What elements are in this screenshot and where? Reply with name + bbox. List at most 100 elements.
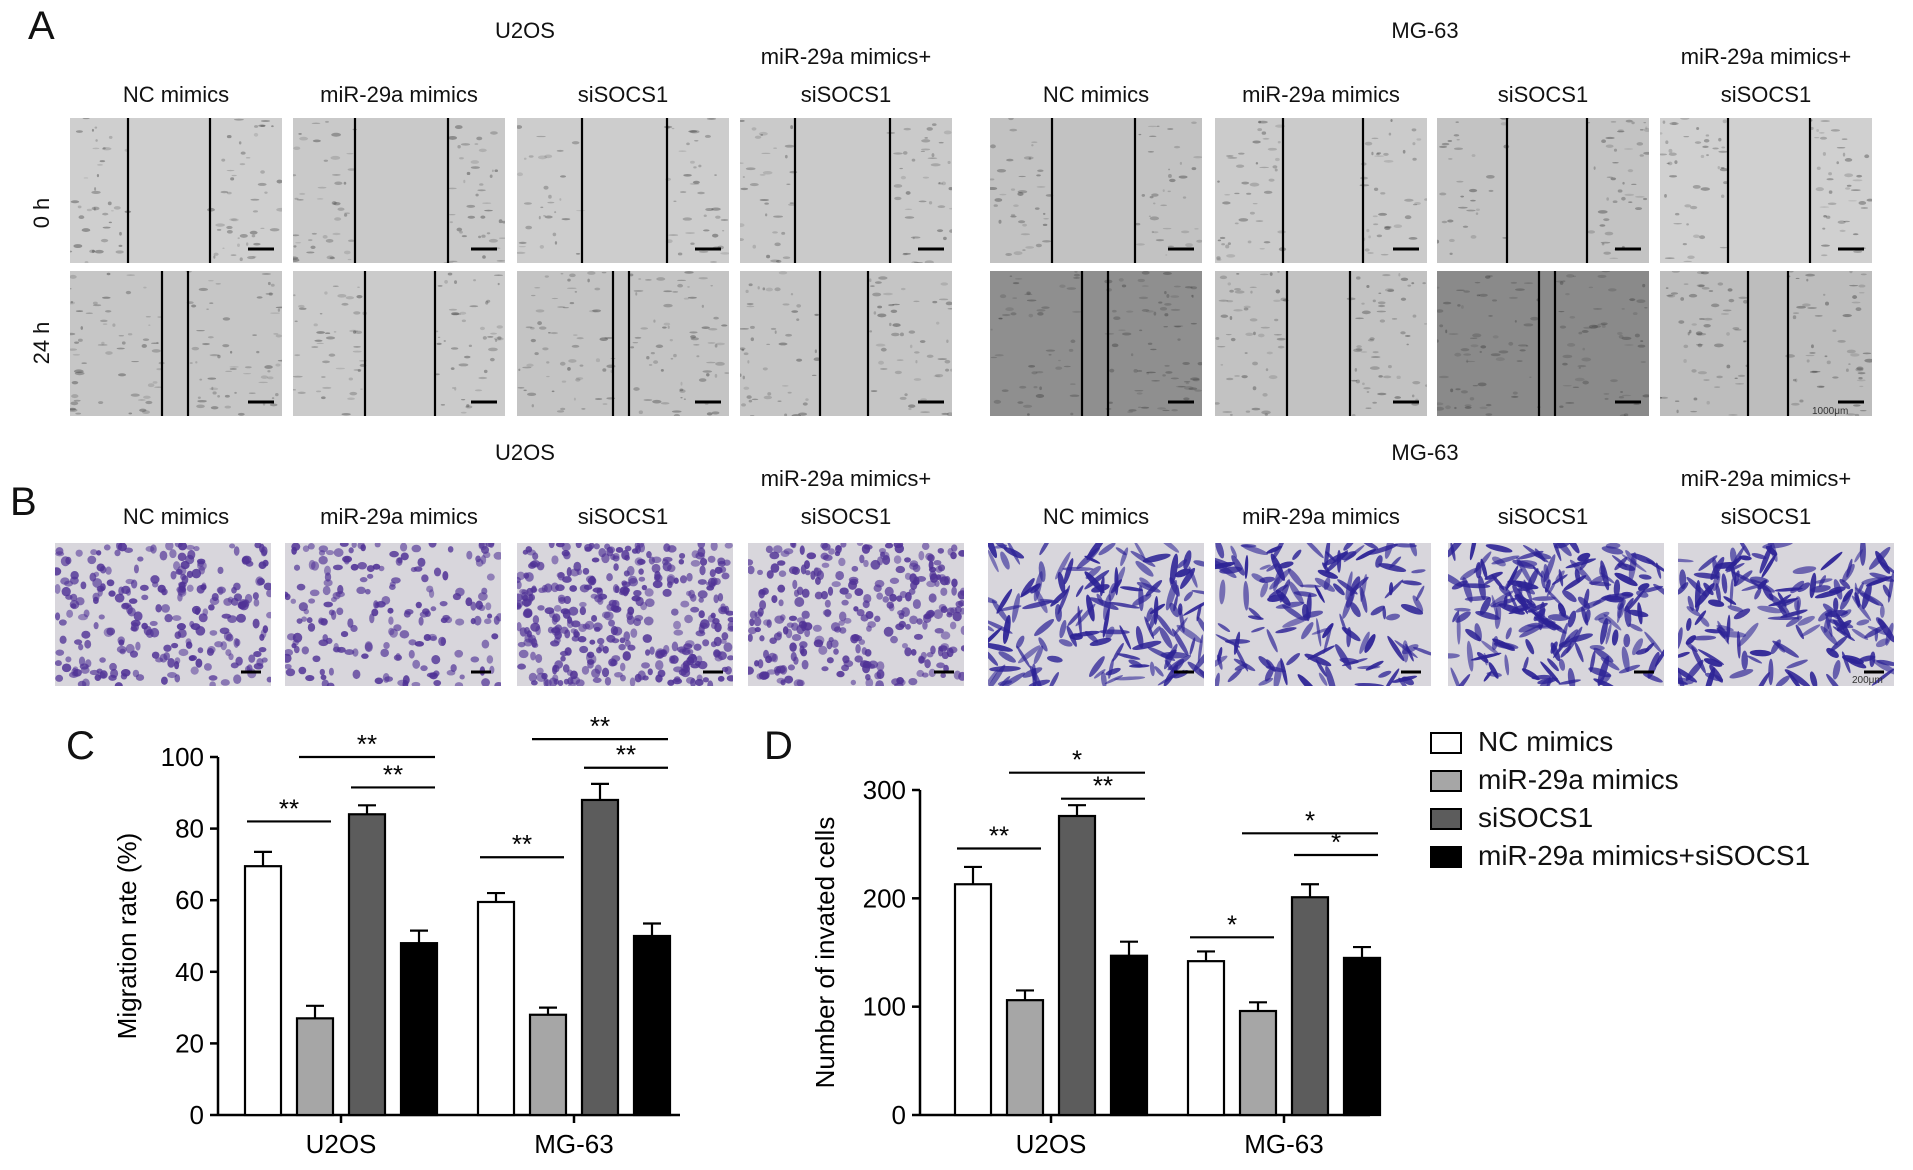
y-tick-label: 100 <box>863 992 906 1022</box>
panel_b-col-0-label: NC mimics <box>122 504 230 529</box>
panel_a-col-2-label: siSOCS1 <box>577 82 669 107</box>
legend-label: miR-29a mimics+siSOCS1 <box>1478 840 1811 871</box>
panel_a-col-6-label: siSOCS1 <box>1497 82 1589 107</box>
legend-swatch <box>1430 808 1462 830</box>
legend-label: NC mimics <box>1478 726 1614 757</box>
scratch-image-24h-5 <box>1215 271 1427 416</box>
transwell-image-2 <box>517 543 733 686</box>
bar-mir-29a-mimics-1 <box>1238 1009 1278 1117</box>
panel_b-col-4-label: NC mimics <box>1042 504 1150 529</box>
panel_b-col-6-label: siSOCS1 <box>1497 504 1589 529</box>
panel_a-col-1-label: miR-29a mimics <box>320 82 478 107</box>
scratch-image-0h-6 <box>1437 118 1649 263</box>
legend-swatch <box>1430 770 1462 792</box>
y-tick-label: 60 <box>175 885 204 915</box>
transwell-image-6 <box>1448 543 1664 686</box>
significance-label: ** <box>512 829 532 859</box>
bar-mir-29a-mimics-1 <box>528 1013 568 1117</box>
bar-sisocs1-0 <box>347 813 387 1117</box>
scratch-image-24h-6 <box>1437 271 1649 416</box>
transwell-image-4 <box>988 543 1204 686</box>
legend-label: miR-29a mimics <box>1478 764 1679 795</box>
significance-label: * <box>1072 745 1082 775</box>
panel_b-col-1-label: miR-29a mimics <box>320 504 478 529</box>
legend-swatch <box>1430 732 1462 754</box>
panel-b-group-u2os: U2OS <box>495 440 555 465</box>
significance-label: ** <box>1093 771 1113 801</box>
scratch-image-0h-7 <box>1660 118 1872 263</box>
panel_a-col-3-line1: miR-29a mimics+ <box>760 44 932 69</box>
scratch-image-24h-2 <box>517 271 729 416</box>
bar-mir-29a-mimics-sisocs1-1 <box>632 934 672 1117</box>
panel_b-col-7-line1: miR-29a mimics+ <box>1680 466 1852 491</box>
significance-label: ** <box>616 740 636 770</box>
scratch-image-0h-0 <box>70 118 282 263</box>
bar-nc-mimics-1 <box>476 900 516 1117</box>
y-tick-label: 300 <box>863 775 906 805</box>
panel_b-col-3-line1: miR-29a mimics+ <box>760 466 932 491</box>
scale-bar-label: 1000μm <box>1812 406 1848 416</box>
transwell-image-0 <box>55 543 271 686</box>
significance-label: * <box>1305 805 1315 835</box>
panel_b-col-7-label: siSOCS1 <box>1720 504 1812 529</box>
y-axis-label: Migration rate (%) <box>112 833 142 1040</box>
significance-label: * <box>1331 827 1341 857</box>
bar-mir-29a-mimics-sisocs1-0 <box>399 942 439 1117</box>
bar-nc-mimics-0 <box>953 883 993 1117</box>
y-tick-label: 40 <box>175 957 204 987</box>
scratch-image-24h-4 <box>990 271 1202 416</box>
legend-label: siSOCS1 <box>1478 802 1594 833</box>
y-axis-label: Number of invated cells <box>810 817 840 1089</box>
significance-label: ** <box>989 821 1009 851</box>
panel-b-label: B <box>10 480 37 524</box>
panel_a-col-7-label: siSOCS1 <box>1720 82 1812 107</box>
scratch-image-0h-1 <box>293 118 505 263</box>
panel-a-label: A <box>28 4 55 48</box>
y-tick-label: 100 <box>161 742 204 772</box>
y-tick-label: 20 <box>175 1028 204 1058</box>
scratch-image-24h-1 <box>293 271 505 416</box>
bar-nc-mimics-0 <box>243 865 283 1117</box>
y-tick-label: 80 <box>175 814 204 844</box>
bar-mir-29a-mimics-sisocs1-1 <box>1342 956 1382 1117</box>
significance-label: ** <box>357 729 377 759</box>
scale-bar-label: 200μm <box>1852 675 1883 686</box>
significance-label: ** <box>383 759 403 789</box>
bar-mir-29a-mimics-0 <box>295 1017 335 1117</box>
significance-label: ** <box>279 793 299 823</box>
panel-d-label: D <box>764 724 793 768</box>
panel-b-group-mg63: MG-63 <box>1391 440 1459 465</box>
panel_b-col-3-label: siSOCS1 <box>800 504 892 529</box>
transwell-image-1 <box>285 543 501 686</box>
panel_a-col-3-label: siSOCS1 <box>800 82 892 107</box>
bar-nc-mimics-1 <box>1186 960 1226 1117</box>
scratch-image-0h-5 <box>1215 118 1427 263</box>
panel_a-col-7-line1: miR-29a mimics+ <box>1680 44 1852 69</box>
panel-a-group-u2os: U2OS <box>495 18 555 43</box>
panel-c-label: C <box>66 724 95 768</box>
scratch-image-0h-3 <box>740 118 952 263</box>
panel_a-col-0-label: NC mimics <box>122 82 230 107</box>
transwell-image-5 <box>1215 543 1431 686</box>
x-tick-label: U2OS <box>1016 1129 1087 1159</box>
bar-sisocs1-1 <box>580 798 620 1117</box>
panel_a-col-4-label: NC mimics <box>1042 82 1150 107</box>
significance-label: * <box>1227 909 1237 939</box>
panel-a-group-mg63: MG-63 <box>1391 18 1459 43</box>
significance-label: ** <box>590 711 610 741</box>
y-tick-label: 200 <box>863 883 906 913</box>
x-tick-label: MG-63 <box>534 1129 613 1159</box>
scratch-image-24h-3 <box>740 271 952 416</box>
bar-mir-29a-mimics-sisocs1-0 <box>1109 954 1149 1117</box>
bar-sisocs1-1 <box>1290 896 1330 1117</box>
x-tick-label: MG-63 <box>1244 1129 1323 1159</box>
x-tick-label: U2OS <box>306 1129 377 1159</box>
panel_b-col-5-label: miR-29a mimics <box>1242 504 1400 529</box>
transwell-image-3 <box>748 543 964 686</box>
scratch-image-0h-4 <box>990 118 1202 263</box>
transwell-image-7: 200μm <box>1678 543 1894 686</box>
scratch-image-24h-0 <box>70 271 282 416</box>
